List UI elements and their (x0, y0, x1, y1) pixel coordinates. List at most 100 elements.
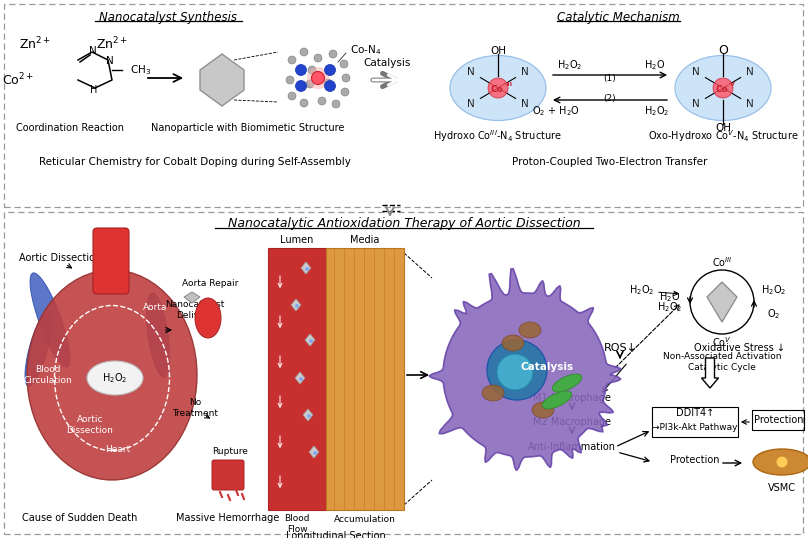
Circle shape (309, 339, 313, 343)
Ellipse shape (195, 298, 221, 338)
Text: →PI3k-Akt Pathway: →PI3k-Akt Pathway (652, 422, 738, 431)
Text: Nanocatalyst
Delivery: Nanocatalyst Delivery (166, 300, 225, 320)
Text: Blood
Flow: Blood Flow (284, 514, 309, 534)
Text: Lumen: Lumen (280, 235, 314, 245)
Text: N: N (521, 99, 529, 109)
Text: N: N (467, 67, 475, 77)
Bar (4, 212, 803, 534)
Text: N: N (467, 99, 475, 109)
Circle shape (776, 456, 788, 468)
Circle shape (313, 451, 317, 455)
Text: Catalysis: Catalysis (520, 362, 574, 372)
Text: M2 Macrophage: M2 Macrophage (533, 417, 611, 427)
Text: N: N (106, 56, 114, 66)
Ellipse shape (552, 374, 582, 392)
Text: Co: Co (716, 84, 728, 94)
Text: Co: Co (490, 84, 503, 94)
Text: ROS↓: ROS↓ (604, 343, 637, 353)
Text: Oxidative Stress ↓: Oxidative Stress ↓ (695, 343, 785, 353)
Text: Hydroxo Co$^{III}$-N$_4$ Structure: Hydroxo Co$^{III}$-N$_4$ Structure (433, 128, 562, 144)
Polygon shape (291, 299, 301, 311)
Circle shape (307, 67, 329, 89)
Circle shape (342, 74, 350, 82)
Text: H$_2$O$_2$: H$_2$O$_2$ (644, 104, 670, 118)
Text: N: N (692, 99, 700, 109)
Ellipse shape (532, 402, 554, 418)
Text: H$_2$O$_2$: H$_2$O$_2$ (103, 371, 128, 385)
Circle shape (307, 414, 311, 418)
Text: Anti-Inflammation: Anti-Inflammation (528, 442, 616, 452)
Circle shape (299, 377, 303, 381)
Ellipse shape (542, 391, 572, 409)
Circle shape (341, 88, 349, 96)
Circle shape (308, 66, 316, 74)
Text: Accumulation: Accumulation (334, 515, 396, 525)
Text: OH: OH (715, 123, 731, 133)
Text: H$_2$O$_2$: H$_2$O$_2$ (761, 283, 787, 297)
Text: Co$^{III}$: Co$^{III}$ (712, 255, 732, 269)
Text: Massive Hemorrhage: Massive Hemorrhage (176, 513, 280, 523)
Circle shape (340, 60, 348, 68)
Circle shape (326, 65, 334, 73)
Text: VSMC: VSMC (768, 483, 796, 493)
Circle shape (300, 48, 308, 56)
Bar (4, 4, 803, 207)
Text: Protection: Protection (754, 415, 804, 425)
Ellipse shape (450, 55, 546, 121)
Ellipse shape (87, 361, 143, 395)
Polygon shape (309, 446, 319, 458)
Text: Catalysis: Catalysis (364, 58, 410, 68)
Circle shape (300, 99, 308, 107)
Text: O$_2$: O$_2$ (768, 307, 781, 321)
Text: N: N (692, 67, 700, 77)
Text: Reticular Chemistry for Cobalt Doping during Self-Assembly: Reticular Chemistry for Cobalt Doping du… (39, 157, 351, 167)
Circle shape (295, 304, 299, 308)
Bar (752, 410, 804, 430)
Text: Cause of Sudden Death: Cause of Sudden Death (23, 513, 137, 523)
Text: H: H (90, 85, 98, 95)
Circle shape (325, 81, 335, 91)
Circle shape (324, 79, 332, 87)
Text: O: O (718, 44, 728, 56)
Circle shape (497, 354, 533, 390)
Text: DDIT4↑: DDIT4↑ (675, 408, 714, 418)
Text: Catalytic Mechanism: Catalytic Mechanism (557, 11, 680, 24)
Text: Nanocatalyst Synthesis: Nanocatalyst Synthesis (99, 11, 237, 24)
Ellipse shape (30, 273, 70, 367)
Ellipse shape (675, 55, 771, 121)
Text: Nanoparticle with Biomimetic Structure: Nanoparticle with Biomimetic Structure (151, 123, 345, 133)
Ellipse shape (27, 270, 197, 480)
Circle shape (488, 78, 508, 98)
Polygon shape (301, 262, 311, 274)
Circle shape (306, 80, 314, 88)
Text: Longitudinal Section: Longitudinal Section (286, 531, 386, 538)
Polygon shape (303, 409, 313, 421)
FancyBboxPatch shape (93, 228, 129, 294)
Circle shape (318, 97, 326, 105)
Circle shape (296, 81, 306, 91)
Text: Nanocatalytic Antioxidation Therapy of Aortic Dissection: Nanocatalytic Antioxidation Therapy of A… (228, 217, 580, 230)
Ellipse shape (502, 335, 524, 351)
Text: H$_2$O: H$_2$O (659, 290, 680, 304)
FancyBboxPatch shape (212, 460, 244, 490)
Polygon shape (200, 54, 244, 106)
Circle shape (286, 76, 294, 84)
Text: Blood
Circulation: Blood Circulation (23, 365, 73, 385)
Text: Co-N$_4$: Co-N$_4$ (350, 43, 381, 57)
Text: Co$^{2+}$: Co$^{2+}$ (2, 72, 34, 88)
FancyArrow shape (701, 358, 718, 388)
Circle shape (325, 65, 335, 75)
Circle shape (296, 65, 306, 75)
Polygon shape (295, 372, 305, 384)
Text: Media: Media (351, 235, 380, 245)
Text: Co$^{V}$: Co$^{V}$ (712, 335, 732, 349)
Text: Non-Associated Activation
Catalytic Cycle: Non-Associated Activation Catalytic Cycl… (663, 352, 781, 372)
Text: Zn$^{2+}$: Zn$^{2+}$ (96, 36, 128, 52)
Text: H$_2$O$_2$: H$_2$O$_2$ (657, 300, 683, 314)
Text: Aorta: Aorta (143, 303, 167, 313)
Ellipse shape (482, 385, 504, 401)
Text: Aortic
Dissection: Aortic Dissection (66, 415, 113, 435)
Text: CH$_3$: CH$_3$ (130, 63, 151, 77)
Ellipse shape (146, 293, 170, 377)
Text: Rupture: Rupture (212, 448, 248, 457)
